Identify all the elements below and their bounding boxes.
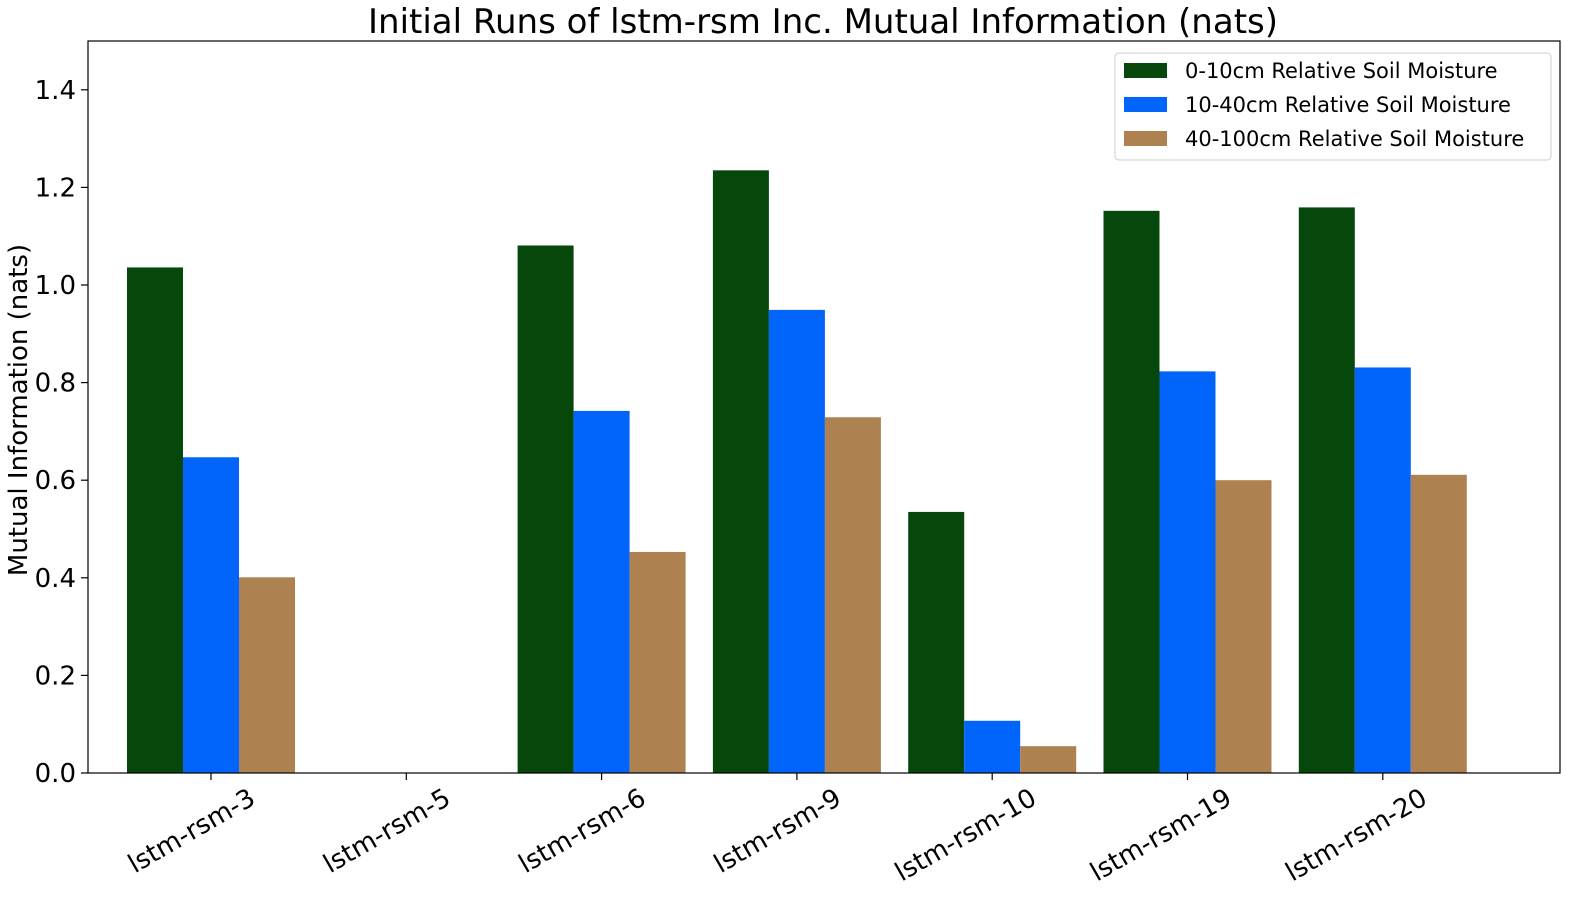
bar-lstm-rsm-20-series-3 bbox=[1410, 474, 1467, 773]
bar-lstm-rsm-9-series-1 bbox=[712, 170, 769, 773]
bar-lstm-rsm-6-series-3 bbox=[629, 551, 686, 773]
y-tick-label: 0.6 bbox=[35, 466, 76, 496]
x-tick-label: lstm-rsm-3 bbox=[123, 783, 260, 880]
legend-box bbox=[1114, 52, 1552, 161]
legend-label: 10-40cm Relative Soil Moisture bbox=[1185, 93, 1511, 117]
legend-swatch bbox=[1124, 97, 1167, 112]
bar-lstm-rsm-20-series-1 bbox=[1298, 207, 1355, 773]
legend-label: 0-10cm Relative Soil Moisture bbox=[1185, 59, 1498, 83]
bars-group bbox=[127, 170, 1467, 774]
bar-lstm-rsm-6-series-1 bbox=[517, 245, 574, 774]
y-tick-label: 0.0 bbox=[35, 759, 76, 789]
bar-lstm-rsm-6-series-2 bbox=[573, 410, 630, 773]
bar-lstm-rsm-9-series-3 bbox=[824, 417, 881, 773]
bar-lstm-rsm-3-series-2 bbox=[183, 457, 239, 773]
bar-lstm-rsm-9-series-2 bbox=[768, 309, 825, 773]
legend: 0-10cm Relative Soil Moisture 10-40cm Rel… bbox=[1114, 52, 1552, 161]
x-tick-label: lstm-rsm-5 bbox=[319, 783, 456, 880]
chart-title: Initial Runs of lstm-rsm Inc. Mutual Inf… bbox=[368, 2, 1278, 42]
bar-lstm-rsm-19-series-3 bbox=[1215, 480, 1272, 773]
bar-lstm-rsm-10-series-1 bbox=[908, 511, 965, 773]
bar-lstm-rsm-3-series-1 bbox=[127, 267, 183, 773]
bar-lstm-rsm-10-series-3 bbox=[1020, 746, 1077, 773]
plot-frame bbox=[87, 40, 1561, 774]
x-tick-label: lstm-rsm-10 bbox=[890, 783, 1042, 888]
bar-lstm-rsm-19-series-1 bbox=[1103, 210, 1160, 774]
x-axis: lstm-rsm-3 lstm-rsm-5 lstm-rsm-6 lstm-rsm-9… bbox=[123, 773, 1432, 888]
y-tick-label: 1.2 bbox=[35, 173, 76, 203]
legend-swatch bbox=[1124, 63, 1167, 78]
y-tick-label: 0.8 bbox=[35, 369, 76, 399]
bar-lstm-rsm-19-series-2 bbox=[1159, 371, 1216, 773]
legend-label: 40-100cm Relative Soil Moisture bbox=[1185, 127, 1524, 151]
y-tick-label: 1.0 bbox=[35, 271, 76, 301]
x-tick-label: lstm-rsm-20 bbox=[1281, 783, 1433, 888]
bar-lstm-rsm-3-series-3 bbox=[239, 577, 295, 773]
x-tick-label: lstm-rsm-19 bbox=[1085, 783, 1237, 888]
bar-lstm-rsm-20-series-2 bbox=[1354, 367, 1411, 773]
y-tick-label: 1.4 bbox=[35, 76, 76, 106]
y-tick-label: 0.2 bbox=[35, 661, 76, 691]
y-axis-label: Mutual Information (nats) bbox=[4, 244, 34, 576]
x-tick-label: lstm-rsm-9 bbox=[709, 783, 846, 880]
legend-swatch bbox=[1124, 131, 1167, 146]
x-tick-label: lstm-rsm-6 bbox=[514, 783, 651, 880]
y-tick-label: 0.4 bbox=[35, 564, 76, 594]
y-axis: 0.0 0.2 0.4 0.6 0.8 1.0 1.2 1.4 bbox=[35, 76, 88, 789]
bar-lstm-rsm-10-series-2 bbox=[964, 720, 1021, 773]
